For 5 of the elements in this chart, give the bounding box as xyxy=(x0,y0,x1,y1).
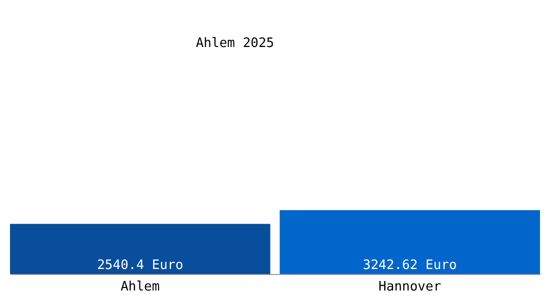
x-tick-label: Hannover xyxy=(378,280,442,294)
chart-title: Ahlem 2025 xyxy=(196,36,274,51)
data-label: 2540.4 Euro xyxy=(97,258,184,273)
x-tick-label: Ahlem xyxy=(120,280,160,294)
data-label: 3242.62 Euro xyxy=(362,258,457,273)
